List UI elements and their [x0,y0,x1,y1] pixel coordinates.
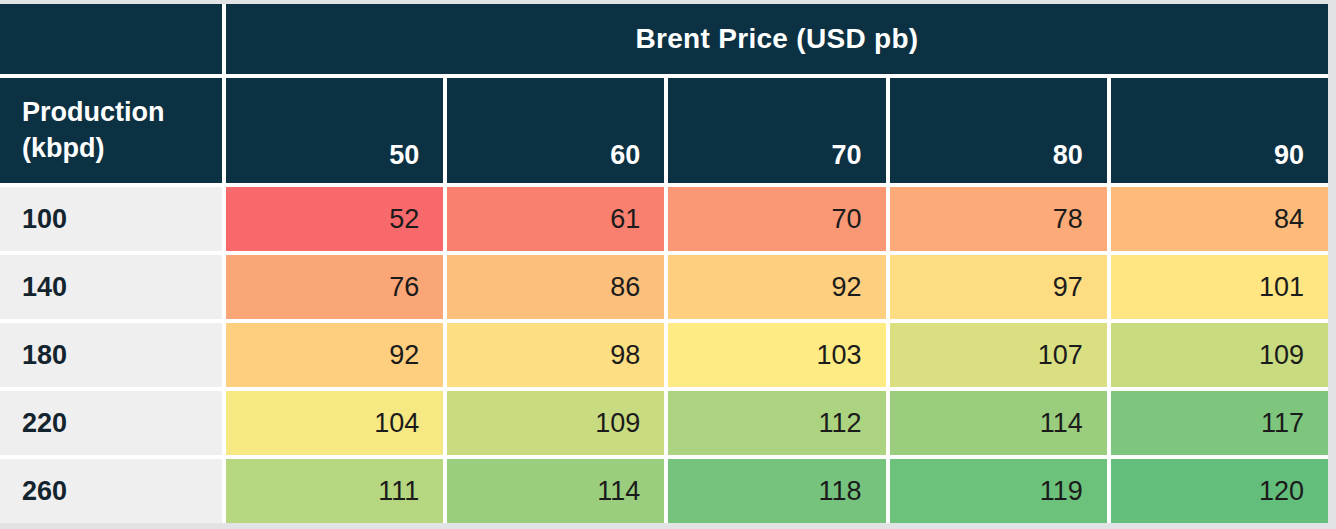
heatmap-cell: 104 [226,391,443,455]
heatmap-cell: 114 [447,459,664,523]
col-header-90: 90 [1111,78,1328,183]
heatmap-cell: 52 [226,187,443,251]
row-axis-title: Production (kbpd) [0,78,222,183]
row-label-100: 100 [0,187,222,251]
heatmap-cell: 109 [447,391,664,455]
corner-cell [0,4,222,74]
heatmap-cell: 101 [1111,255,1328,319]
heatmap-cell: 118 [668,459,885,523]
col-header-80: 80 [890,78,1107,183]
heatmap-cell: 98 [447,323,664,387]
row-label-260: 260 [0,459,222,523]
heatmap-cell: 117 [1111,391,1328,455]
row-label-140: 140 [0,255,222,319]
heatmap-cell: 76 [226,255,443,319]
heatmap-cell: 111 [226,459,443,523]
col-header-60: 60 [447,78,664,183]
heatmap-cell: 92 [668,255,885,319]
row-label-180: 180 [0,323,222,387]
heatmap-cell: 120 [1111,459,1328,523]
heatmap-cell: 114 [890,391,1107,455]
heatmap-cell: 70 [668,187,885,251]
col-group-header: Brent Price (USD pb) [226,4,1328,74]
heatmap-cell: 92 [226,323,443,387]
col-header-70: 70 [668,78,885,183]
col-header-50: 50 [226,78,443,183]
heatmap-cell: 112 [668,391,885,455]
heatmap-cell: 78 [890,187,1107,251]
heatmap-page: Brent Price (USD pb) Production (kbpd) 5… [0,0,1336,529]
heatmap-cell: 119 [890,459,1107,523]
heatmap-cell: 97 [890,255,1107,319]
heatmap-cell: 109 [1111,323,1328,387]
heatmap-cell: 86 [447,255,664,319]
heatmap-cell: 107 [890,323,1107,387]
heatmap-cell: 61 [447,187,664,251]
row-label-220: 220 [0,391,222,455]
sensitivity-table: Brent Price (USD pb) Production (kbpd) 5… [0,4,1328,523]
heatmap-cell: 103 [668,323,885,387]
heatmap-cell: 84 [1111,187,1328,251]
